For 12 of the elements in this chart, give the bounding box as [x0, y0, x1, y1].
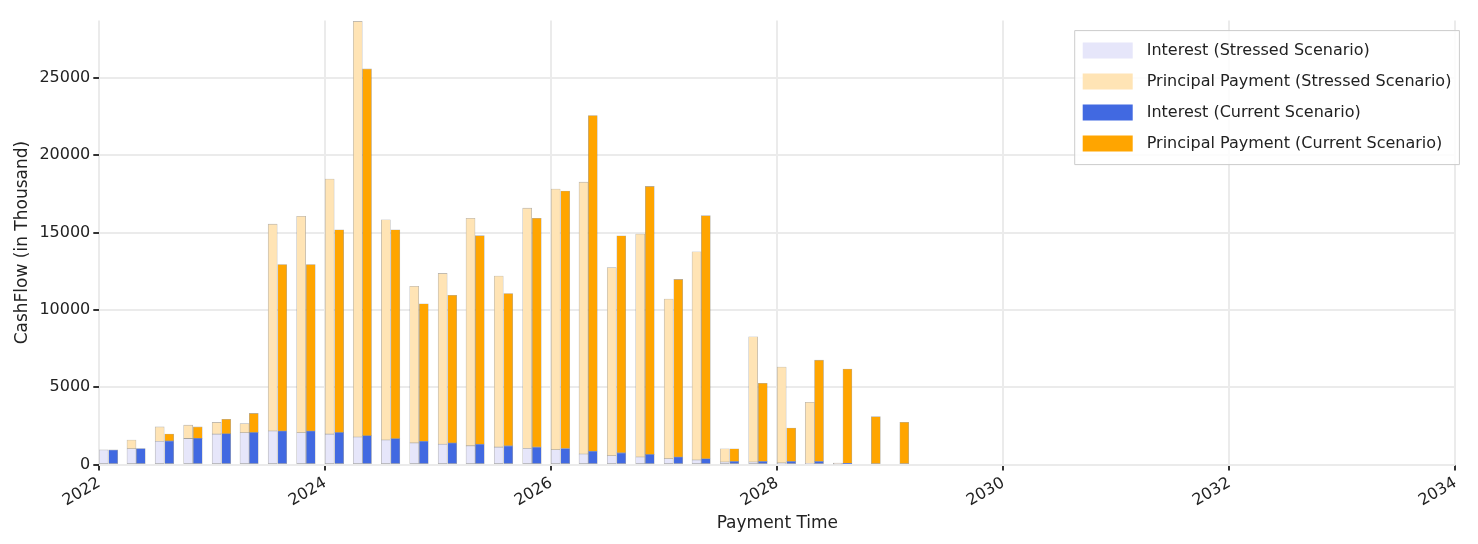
y-tick-label: 0	[80, 453, 91, 473]
legend-label: Interest (Stressed Scenario)	[1146, 39, 1370, 59]
legend-label: Principal Payment (Current Scenario)	[1146, 132, 1443, 152]
legend-label: Interest (Current Scenario)	[1146, 101, 1361, 121]
x-axis-title: Payment Time	[716, 512, 839, 533]
y-tick-label: 15000	[39, 221, 91, 241]
y-tick-label: 10000	[39, 299, 91, 319]
y-tick-label: 20000	[39, 144, 91, 164]
legend-label: Principal Payment (Stressed Scenario)	[1146, 70, 1452, 90]
y-tick-label: 25000	[39, 67, 91, 86]
y-tick-label: 5000	[49, 376, 91, 396]
y-axis-title: CashFlow (in Thousand)	[10, 140, 31, 345]
